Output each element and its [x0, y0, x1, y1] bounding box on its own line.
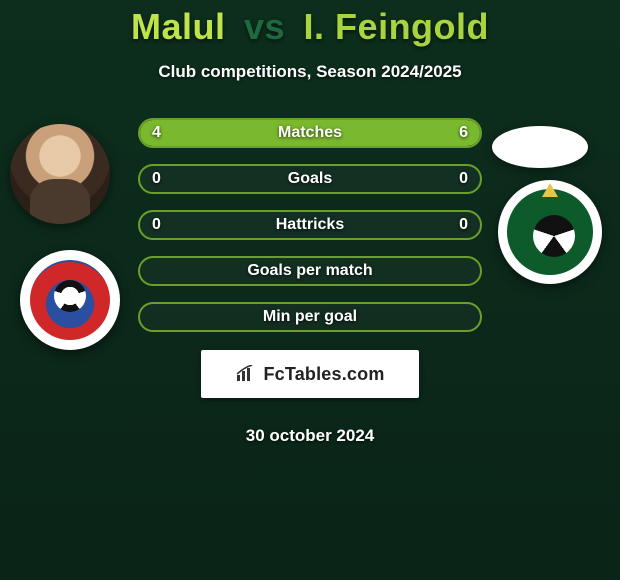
stat-value-right: 6 — [459, 124, 468, 142]
chart-icon — [235, 365, 257, 383]
stat-row: 0 0 Hattricks — [138, 210, 482, 240]
player2-avatar-placeholder — [492, 126, 588, 168]
stat-value-left: 0 — [152, 170, 161, 188]
stat-row: Min per goal — [138, 302, 482, 332]
stat-row: 4 6 Matches — [138, 118, 482, 148]
comparison-stage: 4 6 Matches 0 0 Goals 0 0 Hattricks Goals per mat… — [0, 108, 620, 438]
stat-value-left: 4 — [152, 124, 161, 142]
stat-row: Goals per match — [138, 256, 482, 286]
brand-text: FcTables.com — [263, 364, 384, 385]
player1-name: Malul — [131, 6, 226, 47]
stat-label: Hattricks — [276, 216, 344, 234]
stat-label: Goals — [288, 170, 332, 188]
stat-label: Goals per match — [247, 262, 372, 280]
vs-label: vs — [244, 6, 285, 47]
player1-club-badge — [20, 250, 120, 350]
club-badge-icon — [30, 260, 110, 340]
comparison-title: Malul vs I. Feingold — [0, 0, 620, 48]
stat-value-right: 0 — [459, 170, 468, 188]
player2-club-badge — [498, 180, 602, 284]
stat-label: Matches — [278, 124, 342, 142]
club-badge-icon — [507, 189, 593, 275]
date-label: 30 october 2024 — [0, 426, 620, 446]
stat-value-left: 0 — [152, 216, 161, 234]
stats-bars: 4 6 Matches 0 0 Goals 0 0 Hattricks Goals per mat… — [138, 118, 482, 348]
player2-name: I. Feingold — [304, 6, 489, 47]
subtitle: Club competitions, Season 2024/2025 — [0, 62, 620, 82]
player1-avatar — [10, 124, 110, 224]
brand-box: FcTables.com — [201, 350, 419, 398]
stat-value-right: 0 — [459, 216, 468, 234]
stat-row: 0 0 Goals — [138, 164, 482, 194]
stat-label: Min per goal — [263, 308, 357, 326]
